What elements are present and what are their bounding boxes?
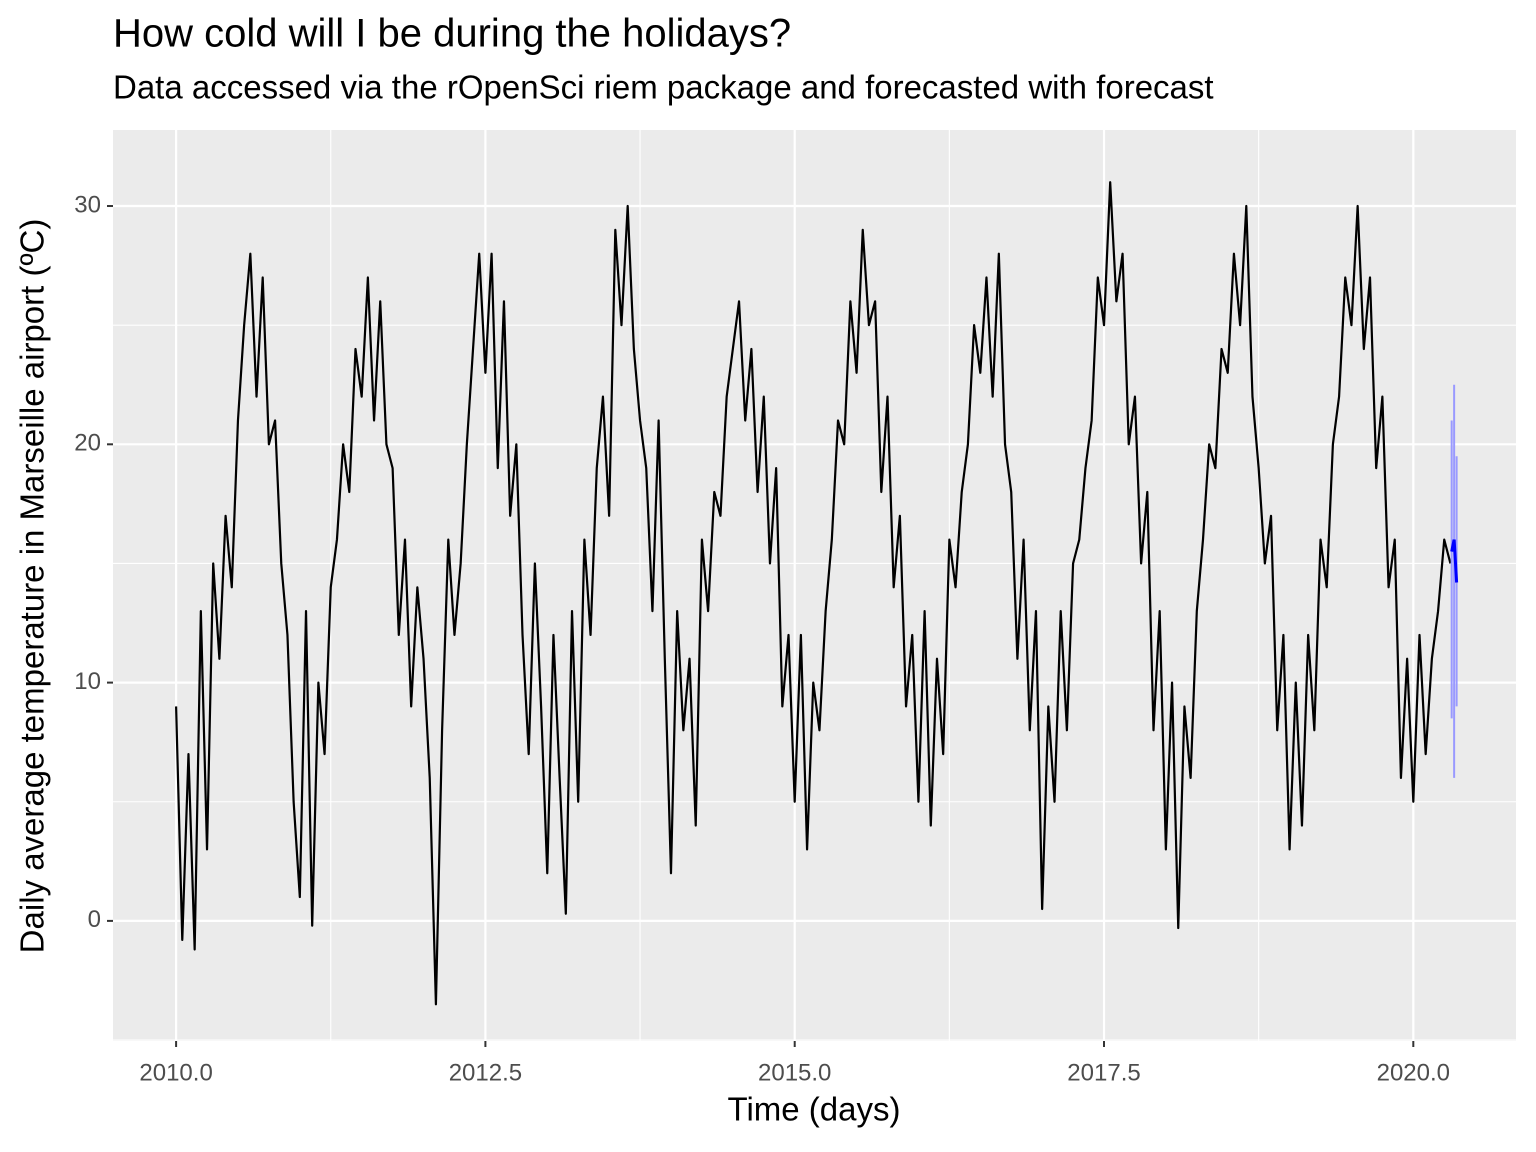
x-tick-label: 2017.5 [1067, 1059, 1140, 1086]
y-tick-label: 10 [74, 668, 101, 695]
x-tick-label: 2010.0 [139, 1059, 212, 1086]
forecast-line [1450, 539, 1459, 583]
y-tick-label: 20 [74, 430, 101, 457]
y-axis-title: Daily average temperature in Marseille a… [14, 219, 51, 954]
x-tick-label: 2015.0 [758, 1059, 831, 1086]
chart-subtitle: Data accessed via the rOpenSci riem pack… [113, 69, 1214, 106]
x-tick-label: 2020.0 [1377, 1059, 1450, 1086]
panel [113, 130, 1516, 1041]
series-line [175, 181, 1452, 1006]
y-tick-label: 30 [74, 191, 101, 218]
axes: 2010.0 2012.5 2015.0 2017.5 2020.0 0 10 20 30 [74, 191, 1450, 1086]
x-axis-title: Time (days) [728, 1091, 901, 1128]
y-tick-label: 0 [88, 906, 101, 933]
x-tick-label: 2012.5 [449, 1059, 522, 1086]
marks [175, 181, 1459, 1006]
chart-title: How cold will I be during the holidays? [113, 12, 791, 56]
grid [113, 130, 1516, 1041]
